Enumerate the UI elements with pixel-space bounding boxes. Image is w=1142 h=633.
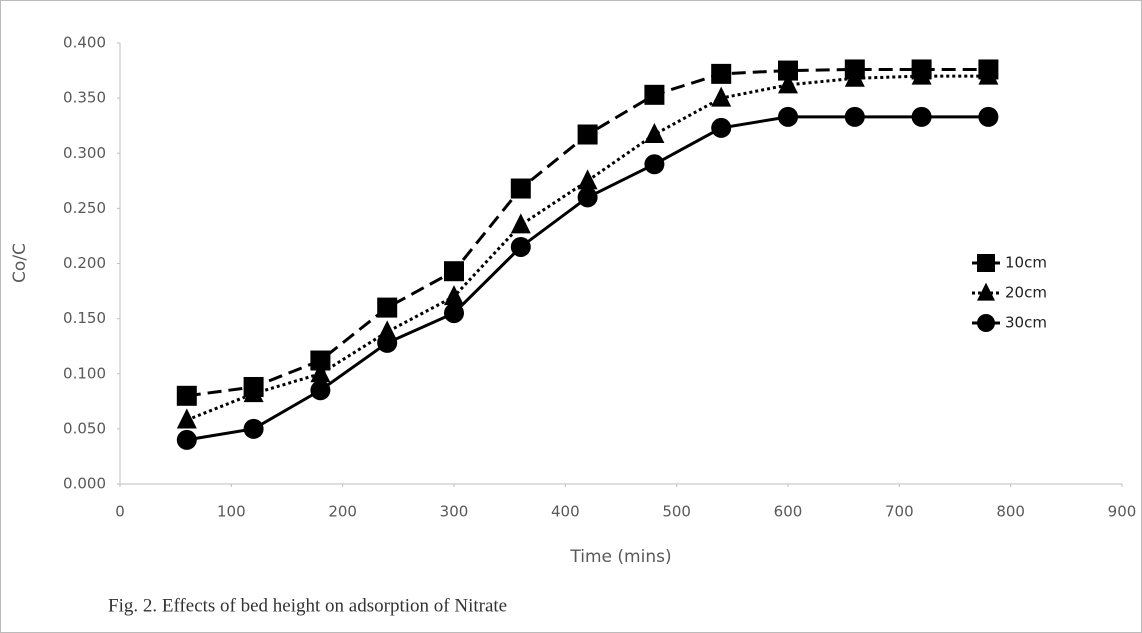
marker xyxy=(711,117,732,138)
marker xyxy=(711,63,732,84)
legend-marker xyxy=(977,314,995,332)
y-tick-label: 0.150 xyxy=(63,309,106,327)
marker xyxy=(911,64,932,85)
marker xyxy=(577,124,598,145)
marker xyxy=(577,169,598,190)
x-tick-label: 500 xyxy=(662,503,691,521)
x-tick-label: 100 xyxy=(217,503,246,521)
marker xyxy=(510,213,531,234)
marker xyxy=(778,73,798,94)
marker xyxy=(310,380,331,401)
marker xyxy=(711,86,732,107)
x-tick-label: 600 xyxy=(774,503,803,521)
marker xyxy=(778,106,798,127)
y-tick-label: 0.200 xyxy=(63,254,106,272)
marker xyxy=(844,106,865,127)
x-tick-label: 900 xyxy=(1108,503,1137,521)
caption: Fig. 2. Effects of bed height on adsorpt… xyxy=(108,595,507,616)
marker xyxy=(310,350,331,371)
y-tick-label: 0.000 xyxy=(63,475,106,493)
marker xyxy=(444,285,464,306)
marker xyxy=(644,123,665,144)
marker xyxy=(377,297,398,318)
marker xyxy=(243,418,264,439)
y-axis-title: Co/C xyxy=(10,243,30,283)
y-tick-label: 0.400 xyxy=(63,34,106,52)
x-axis-title: Time (mins) xyxy=(569,547,671,567)
x-tick-label: 800 xyxy=(996,503,1025,521)
marker xyxy=(978,64,999,85)
marker xyxy=(444,261,464,282)
marker xyxy=(310,362,331,383)
marker xyxy=(577,187,598,208)
x-tick-label: 0 xyxy=(115,503,125,521)
legend-label: 20cm xyxy=(1005,284,1047,302)
marker xyxy=(978,106,999,127)
marker xyxy=(176,408,197,429)
legend-label: 30cm xyxy=(1005,314,1047,332)
legend-marker xyxy=(977,282,995,301)
x-tick-label: 300 xyxy=(440,503,469,521)
y-tick-label: 0.100 xyxy=(63,364,106,382)
marker xyxy=(176,385,197,406)
marker xyxy=(377,332,398,353)
marker xyxy=(243,382,264,403)
marker xyxy=(510,236,531,257)
y-tick-label: 0.300 xyxy=(63,144,106,162)
marker xyxy=(644,154,665,175)
marker xyxy=(176,429,197,450)
marker xyxy=(778,60,798,81)
y-tick-label: 0.050 xyxy=(63,419,106,437)
y-tick-label: 0.250 xyxy=(63,199,106,217)
marker xyxy=(844,66,865,87)
marker xyxy=(510,178,531,199)
legend-label: 10cm xyxy=(1005,254,1047,272)
marker xyxy=(444,303,464,324)
marker xyxy=(644,84,665,105)
x-tick-label: 400 xyxy=(551,503,580,521)
x-tick-label: 200 xyxy=(328,503,357,521)
x-tick-label: 700 xyxy=(885,503,914,521)
y-tick-label: 0.350 xyxy=(63,89,106,107)
legend-marker xyxy=(977,254,995,272)
marker xyxy=(911,106,932,127)
